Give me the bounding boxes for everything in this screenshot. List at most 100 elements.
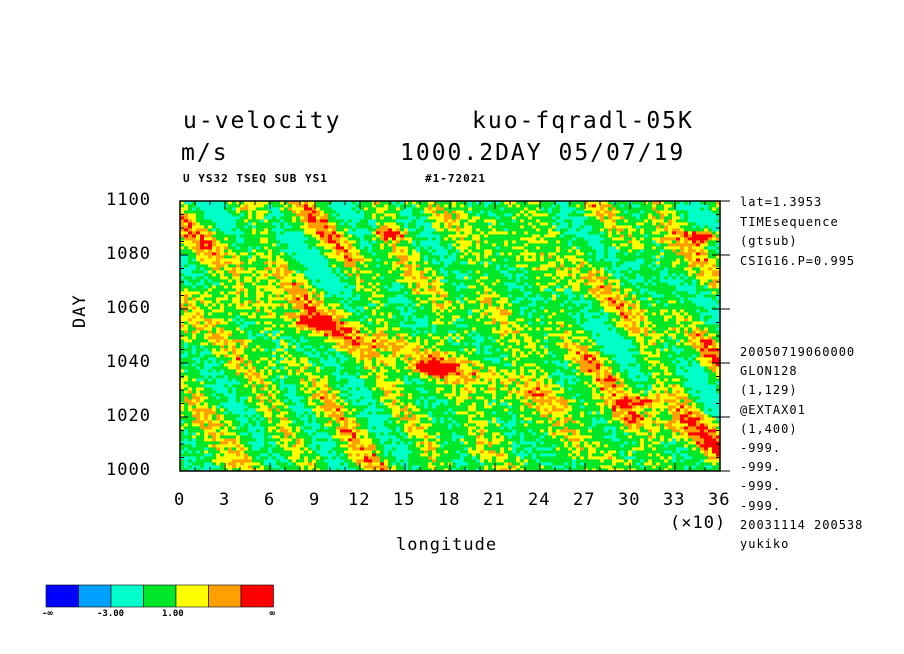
heatmap-cell [400,378,405,382]
heatmap-cell [620,450,625,454]
heatmap-cell [216,435,221,439]
heatmap-cell [244,417,249,421]
heatmap-cell [328,417,333,421]
heatmap-cell [552,444,557,448]
heatmap-cell [324,441,329,445]
heatmap-cell [492,372,497,376]
heatmap-cell [308,456,313,460]
heatmap-cell [200,387,205,391]
heatmap-cell [572,435,577,439]
heatmap-cell [576,384,581,388]
heatmap-cell [288,360,293,364]
heatmap-cell [188,363,193,367]
heatmap-cell [624,393,629,397]
heatmap-cell [204,399,209,403]
heatmap-cell [524,411,529,415]
heatmap-cell [440,366,445,370]
heatmap-cell [240,468,245,472]
heatmap-cell [432,366,437,370]
heatmap-cell [448,366,453,370]
heatmap-cell [616,441,621,445]
heatmap-cell [676,459,681,463]
heatmap-cell [704,420,709,424]
heatmap-cell [352,435,357,439]
heatmap-cell [200,420,205,424]
heatmap-cell [556,453,561,457]
heatmap-cell [548,438,553,442]
heatmap-cell [632,444,637,448]
heatmap-cell [692,360,697,364]
heatmap-cell [492,378,497,382]
heatmap-cell [624,414,629,418]
heatmap-cell [476,453,481,457]
heatmap-cell [544,399,549,403]
heatmap-cell [412,405,417,409]
heatmap-cell [592,399,597,403]
heatmap-cell [576,405,581,409]
heatmap-cell [388,390,393,394]
heatmap-cell [592,390,597,394]
heatmap-cell [524,459,529,463]
heatmap-cell [364,402,369,406]
heatmap-cell [308,393,313,397]
heatmap-cell [268,450,273,454]
heatmap-cell [252,381,257,385]
heatmap-cell [200,393,205,397]
heatmap-cell [480,363,485,367]
heatmap-cell [212,372,217,376]
heatmap-cell [340,432,345,436]
heatmap-cell [204,393,209,397]
heatmap-cell [700,444,705,448]
heatmap-cell [228,360,233,364]
heatmap-cell [508,438,513,442]
heatmap-cell [636,402,641,406]
heatmap-cell [188,405,193,409]
heatmap-cell [508,366,513,370]
heatmap-cell [688,372,693,376]
heatmap-cell [188,381,193,385]
heatmap-cell [576,378,581,382]
heatmap-cell [556,399,561,403]
heatmap-cell [712,369,717,373]
heatmap-cell [200,375,205,379]
heatmap-cell [560,459,565,463]
heatmap-cell [456,426,461,430]
heatmap-cell [444,468,449,472]
heatmap-cell [192,420,197,424]
heatmap-cell [332,420,337,424]
heatmap-cell [648,468,653,472]
heatmap-cell [252,363,257,367]
heatmap-cell [616,369,621,373]
heatmap-cell [564,405,569,409]
heatmap-cell [424,441,429,445]
heatmap-cell [276,393,281,397]
heatmap-cell [200,456,205,460]
heatmap-cell [376,465,381,469]
heatmap-cell [420,459,425,463]
heatmap-cell [400,426,405,430]
heatmap-cell [396,420,401,424]
heatmap-cell [656,411,661,415]
heatmap-cell [356,423,361,427]
heatmap-cell [432,396,437,400]
heatmap-cell [672,408,677,412]
heatmap-cell [308,420,313,424]
heatmap-cell [520,468,525,472]
heatmap-cell [292,399,297,403]
heatmap-cell [612,378,617,382]
heatmap-cell [596,381,601,385]
heatmap-cell [484,384,489,388]
heatmap-cell [536,459,541,463]
heatmap-cell [224,456,229,460]
heatmap-cell [300,378,305,382]
heatmap-cell [660,465,665,469]
heatmap-cell [224,429,229,433]
heatmap-cell [532,378,537,382]
heatmap-cell [572,423,577,427]
heatmap-cell [700,414,705,418]
heatmap-cell [648,426,653,430]
heatmap-cell [356,390,361,394]
heatmap-cell [652,411,657,415]
heatmap-cell [268,459,273,463]
heatmap-cell [424,414,429,418]
